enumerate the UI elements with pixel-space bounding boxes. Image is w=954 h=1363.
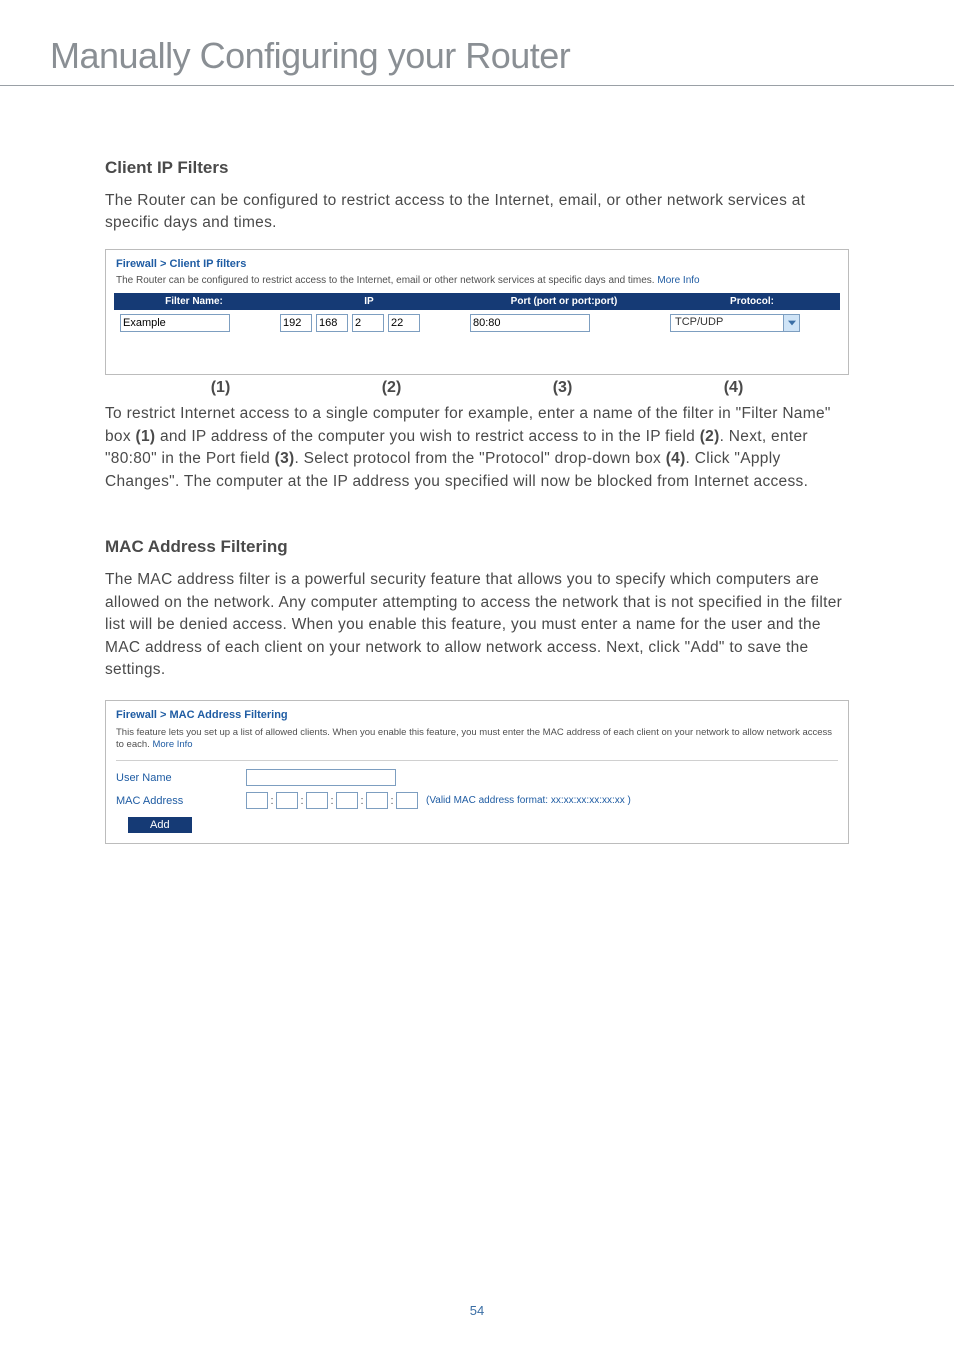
mac-format-hint: (Valid MAC address format: xx:xx:xx:xx:x… — [426, 795, 631, 806]
col-header-ip: IP — [274, 293, 464, 310]
protocol-selected-value: TCP/UDP — [675, 316, 723, 328]
page-number: 54 — [0, 1303, 954, 1318]
bold-ref-4: (4) — [666, 450, 686, 467]
protocol-select[interactable]: TCP/UDP — [670, 314, 800, 332]
annotation-1: (1) — [135, 379, 306, 397]
user-name-input[interactable] — [246, 769, 396, 786]
more-info-link[interactable]: More Info — [657, 275, 699, 286]
section-intro-client-ip: The Router can be configured to restrict… — [105, 190, 849, 235]
annotation-2: (2) — [306, 379, 477, 397]
section-heading-client-ip: Client IP Filters — [105, 158, 849, 178]
ip-filter-table: Filter Name: IP Port (port or port:port)… — [114, 293, 840, 356]
section1-body-after: To restrict Internet access to a single … — [105, 403, 849, 493]
mac-octet-4[interactable] — [336, 792, 358, 809]
page-header: Manually Configuring your Router — [0, 0, 954, 86]
bold-ref-2: (2) — [700, 428, 720, 445]
ip-octet-4[interactable] — [388, 314, 420, 332]
mac-octet-3[interactable] — [306, 792, 328, 809]
panel-intro: This feature lets you set up a list of a… — [116, 727, 838, 762]
panel-intro: The Router can be configured to restrict… — [116, 274, 840, 288]
panel-intro-text: The Router can be configured to restrict… — [116, 275, 657, 286]
mac-address-label: MAC Address — [116, 795, 246, 807]
colon-separator: : — [328, 795, 336, 807]
breadcrumb: Firewall > Client IP filters — [116, 258, 840, 270]
bold-ref-3: (3) — [275, 450, 295, 467]
colon-separator: : — [388, 795, 396, 807]
panel-intro-text: This feature lets you set up a list of a… — [116, 727, 832, 751]
mac-octet-6[interactable] — [396, 792, 418, 809]
ip-octets-group — [280, 314, 458, 332]
page-title: Manually Configuring your Router — [50, 35, 904, 77]
annotation-row: (1) (2) (3) (4) — [105, 379, 849, 397]
col-header-port: Port (port or port:port) — [464, 293, 664, 310]
colon-separator: : — [268, 795, 276, 807]
mac-octet-2[interactable] — [276, 792, 298, 809]
mac-address-row: MAC Address : : : : : (Valid MAC address… — [116, 792, 838, 809]
annotation-4: (4) — [648, 379, 819, 397]
port-input[interactable] — [470, 314, 590, 332]
add-button[interactable]: Add — [128, 817, 192, 833]
content-area: Client IP Filters The Router can be conf… — [0, 158, 954, 844]
user-name-label: User Name — [116, 772, 246, 784]
text-segment: . Select protocol from the "Protocol" dr… — [294, 450, 665, 467]
breadcrumb: Firewall > MAC Address Filtering — [116, 709, 838, 721]
mac-octets-group: : : : : : — [246, 792, 418, 809]
section-heading-mac: MAC Address Filtering — [105, 537, 849, 557]
ip-octet-1[interactable] — [280, 314, 312, 332]
table-row: TCP/UDP — [114, 310, 840, 336]
chevron-down-icon — [783, 315, 799, 331]
col-header-protocol: Protocol: — [664, 293, 840, 310]
filter-name-input[interactable] — [120, 314, 230, 332]
mac-filtering-panel: Firewall > MAC Address Filtering This fe… — [105, 700, 849, 845]
col-header-filtername: Filter Name: — [114, 293, 274, 310]
colon-separator: : — [298, 795, 306, 807]
colon-separator: : — [358, 795, 366, 807]
ip-octet-2[interactable] — [316, 314, 348, 332]
client-ip-filters-panel: Firewall > Client IP filters The Router … — [105, 249, 849, 376]
annotation-3: (3) — [477, 379, 648, 397]
text-segment: and IP address of the computer you wish … — [155, 428, 699, 445]
bold-ref-1: (1) — [136, 428, 156, 445]
section-intro-mac: The MAC address filter is a powerful sec… — [105, 569, 849, 681]
ip-octet-3[interactable] — [352, 314, 384, 332]
more-info-link[interactable]: More Info — [152, 739, 192, 750]
mac-octet-5[interactable] — [366, 792, 388, 809]
user-name-row: User Name — [116, 769, 838, 786]
table-row — [114, 336, 840, 356]
mac-octet-1[interactable] — [246, 792, 268, 809]
